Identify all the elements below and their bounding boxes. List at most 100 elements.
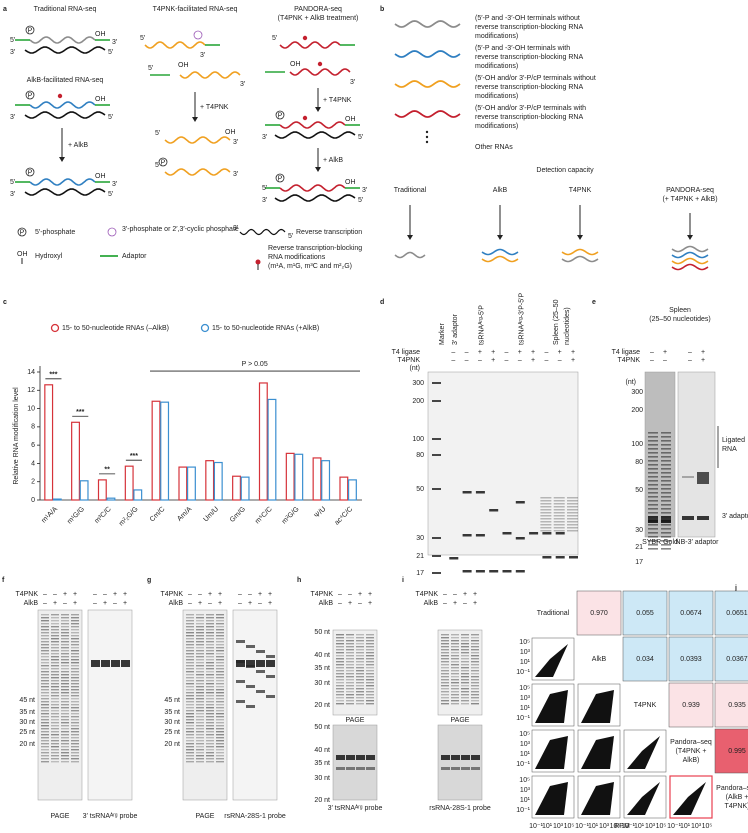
band — [41, 617, 49, 618]
y-tick-label: 10⁵ — [519, 639, 530, 646]
label: 30 nt — [314, 775, 330, 782]
band — [186, 659, 194, 660]
band — [51, 629, 59, 630]
band — [216, 626, 224, 627]
band — [71, 683, 79, 684]
band — [346, 646, 354, 647]
band — [461, 640, 469, 641]
band — [206, 665, 214, 666]
band — [461, 670, 469, 671]
band — [336, 700, 344, 701]
band — [346, 649, 354, 650]
x-tick-label: m¹G/G — [66, 506, 86, 526]
band — [461, 661, 469, 662]
band — [471, 670, 479, 671]
label: PANDORA-seq — [666, 187, 714, 194]
label: Marker — [439, 323, 446, 345]
band — [567, 524, 578, 526]
band — [41, 746, 49, 747]
label: + — [123, 600, 127, 607]
band — [463, 491, 472, 494]
band — [186, 641, 194, 642]
corr-value: 0.055 — [636, 610, 654, 617]
rna-strand — [280, 42, 340, 48]
y-tick-label: 10⁵ — [519, 731, 530, 738]
band — [71, 698, 79, 699]
band — [206, 674, 214, 675]
gel — [333, 630, 377, 715]
band — [61, 710, 69, 711]
x-tick-label: Ψ/U — [313, 506, 327, 520]
band — [489, 509, 498, 512]
band — [51, 716, 59, 717]
band — [356, 700, 364, 701]
label: OH — [95, 96, 106, 103]
band — [461, 676, 469, 677]
band — [648, 436, 658, 438]
band — [61, 620, 69, 621]
band — [41, 662, 49, 663]
label: + AlkB — [68, 142, 88, 149]
band — [567, 509, 578, 511]
y-tick-label: 10 — [27, 405, 35, 412]
band — [51, 668, 59, 669]
label: – — [93, 600, 97, 607]
band — [661, 472, 671, 474]
label: tsRNAᴬʳᵍ-3′P-5′P — [518, 293, 526, 345]
band — [441, 703, 449, 704]
band — [196, 641, 204, 642]
band — [196, 761, 204, 762]
band — [51, 731, 59, 732]
band — [540, 509, 551, 511]
band — [516, 570, 525, 573]
label: – — [188, 600, 192, 607]
band — [256, 650, 265, 653]
label: + — [558, 349, 562, 356]
label: – — [93, 591, 97, 598]
label: T4PNK — [617, 357, 640, 364]
band — [540, 506, 551, 508]
band — [186, 725, 194, 726]
label: 35 nt — [314, 665, 330, 672]
band — [336, 755, 345, 760]
band — [461, 652, 469, 653]
band — [71, 743, 79, 744]
band — [196, 713, 204, 714]
band — [186, 614, 194, 615]
band — [61, 617, 69, 618]
band — [61, 623, 69, 624]
label: Spleen (25–50 — [553, 299, 560, 345]
label: 300 — [412, 380, 424, 387]
band — [196, 644, 204, 645]
band — [216, 680, 224, 681]
label: + — [531, 349, 535, 356]
band — [356, 682, 364, 683]
band — [196, 632, 204, 633]
band — [61, 707, 69, 708]
label: 5′ — [108, 191, 114, 198]
label: 80 — [416, 452, 424, 459]
label: + — [63, 591, 67, 598]
band — [71, 701, 79, 702]
band — [61, 662, 69, 663]
band — [336, 655, 344, 656]
band — [648, 480, 658, 482]
band — [71, 686, 79, 687]
band — [540, 500, 551, 502]
band — [206, 641, 214, 642]
label: P — [28, 27, 33, 34]
label: Spleen — [669, 307, 691, 314]
band — [186, 683, 194, 684]
band — [648, 444, 658, 446]
rna-strand — [180, 72, 240, 78]
band — [554, 521, 565, 523]
label: modifications) — [475, 93, 518, 100]
band — [441, 670, 449, 671]
band — [216, 650, 224, 651]
band — [648, 512, 658, 514]
band — [186, 656, 194, 657]
band — [216, 677, 224, 678]
label: + — [491, 349, 495, 356]
band — [71, 635, 79, 636]
label: + — [73, 591, 77, 598]
